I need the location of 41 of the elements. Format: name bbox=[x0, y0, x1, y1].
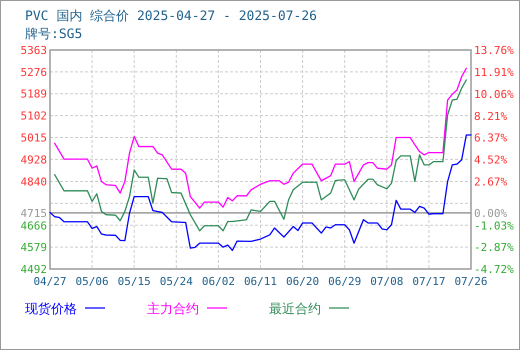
y2-tick-label: 2.67% bbox=[474, 175, 508, 188]
legend-label: 现货价格 bbox=[25, 302, 77, 317]
y2-tick-label: 6.37% bbox=[474, 132, 508, 145]
x-tick-label: 06/20 bbox=[286, 275, 320, 288]
y-tick-label: 5276 bbox=[20, 66, 47, 79]
y2-tick-label: -1.03% bbox=[474, 219, 514, 232]
y2-tick-label: -2.87% bbox=[474, 241, 514, 254]
y2-tick-label: -4.72% bbox=[474, 263, 514, 276]
y2-tick-label: 4.52% bbox=[474, 154, 508, 166]
y2-tick-label: 8.21% bbox=[474, 110, 508, 123]
x-tick-label: 06/29 bbox=[328, 275, 362, 288]
y-tick-label: 5189 bbox=[20, 88, 47, 101]
y-tick-label: 4928 bbox=[20, 153, 47, 166]
y-tick-label: 4579 bbox=[20, 241, 47, 254]
x-tick-label: 04/27 bbox=[33, 275, 67, 288]
chart-title: PVC 国内 综合价 2025-04-27 - 2025-07-26 bbox=[25, 9, 317, 24]
x-tick-label: 07/08 bbox=[370, 275, 404, 288]
x-tick-label: 05/24 bbox=[160, 275, 194, 288]
x-tick-label: 05/06 bbox=[76, 275, 109, 288]
y2-tick-label: 11.91% bbox=[474, 66, 514, 79]
y-tick-label: 5015 bbox=[20, 132, 47, 144]
y-tick-label: 5102 bbox=[20, 110, 47, 123]
ref-line-label: 4715 bbox=[20, 206, 47, 220]
line-series bbox=[54, 79, 467, 232]
legend-label: 主力合约 bbox=[147, 301, 199, 317]
line-series bbox=[54, 68, 467, 209]
line-series bbox=[49, 134, 472, 252]
x-tick-label: 06/11 bbox=[244, 275, 278, 288]
y-tick-label: 4492 bbox=[20, 263, 47, 276]
chart-subtitle: 牌号:SG5 bbox=[25, 27, 82, 42]
y-tick-label: 4840 bbox=[20, 176, 47, 188]
x-tick-label: 07/26 bbox=[454, 275, 488, 288]
y2-tick-label: 0.00% bbox=[474, 207, 508, 220]
y-tick-label: 4666 bbox=[20, 219, 47, 232]
x-tick-label: 07/17 bbox=[412, 275, 446, 288]
y-tick-label: 5363 bbox=[20, 44, 47, 57]
y2-tick-label: 10.06% bbox=[474, 88, 514, 101]
x-tick-label: 05/15 bbox=[118, 275, 151, 288]
x-tick-label: 06/02 bbox=[202, 275, 235, 288]
y2-tick-label: 13.76% bbox=[474, 44, 514, 57]
legend-label: 最近合约 bbox=[269, 302, 321, 317]
